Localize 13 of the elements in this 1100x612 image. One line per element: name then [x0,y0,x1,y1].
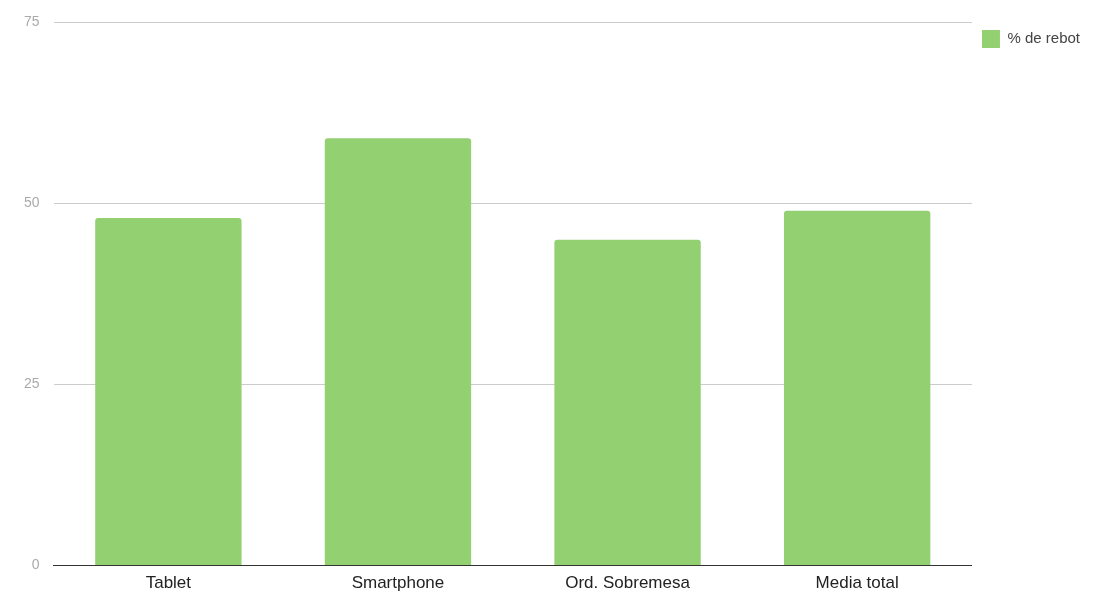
x-tick-label: Media total [815,573,899,593]
x-tick-label: Ord. Sobremesa [565,573,691,593]
bar [95,217,242,566]
legend-label: % de rebot [1007,29,1081,47]
bar [783,210,931,566]
y-tick-label: 0 [31,556,40,573]
y-tick-label: 50 [23,194,40,211]
bar [554,239,701,566]
x-tick-label: Smartphone [351,573,445,593]
y-tick-label: 25 [23,375,40,392]
x-tick-label: Tablet [145,573,192,593]
y-tick-label: 75 [23,13,40,30]
bar [324,138,472,566]
